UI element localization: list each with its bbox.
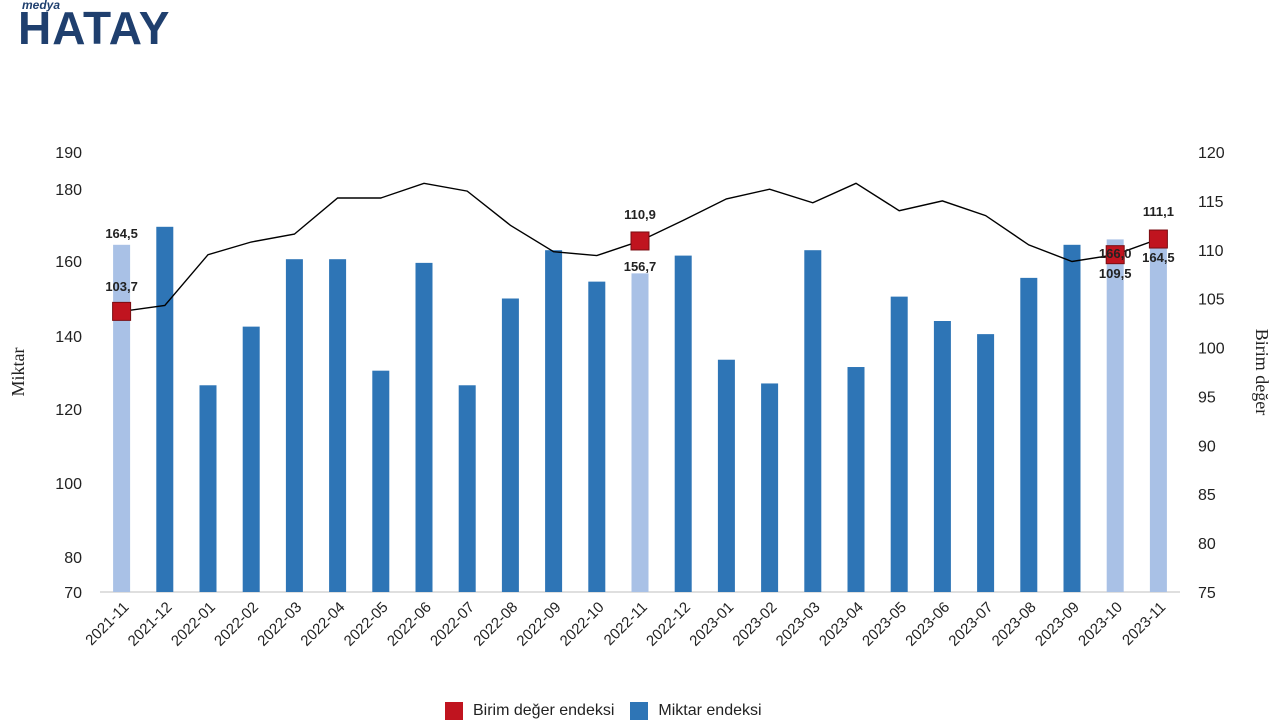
right-tick-label: 100: [1198, 341, 1225, 358]
bar-miktar-2022-02: [242, 326, 260, 592]
marker-birim-2023-10: [1105, 245, 1125, 265]
x-tick-label: 2022-10: [557, 599, 608, 650]
bar-miktar-2022-11: [631, 273, 649, 592]
data-label-line: 110,9: [624, 207, 656, 222]
right-tick-label: 85: [1198, 487, 1216, 504]
x-tick-label: 2023-09: [1032, 599, 1083, 650]
bar-miktar-2023-11: [1149, 244, 1167, 593]
data-label-bar: 166,0: [1099, 246, 1132, 261]
x-tick-label: 2021-11: [82, 599, 132, 649]
x-tick-label: 2023-03: [773, 599, 824, 650]
right-tick-label: 120: [1198, 145, 1225, 162]
x-tick-label: 2022-01: [168, 599, 219, 650]
data-label-line: 103,7: [105, 279, 138, 294]
bar-miktar-2022-06: [415, 262, 433, 592]
x-tick-label: 2022-06: [384, 599, 435, 650]
left-tick-label: 160: [55, 254, 82, 271]
right-tick-label: 105: [1198, 292, 1225, 309]
x-tick-label: 2022-12: [643, 599, 694, 650]
chart-legend: Birim değer endeksi Miktar endeksi: [445, 702, 778, 720]
x-tick-label: 2022-09: [513, 599, 564, 650]
bar-miktar-2022-08: [501, 298, 519, 592]
bar-miktar-2023-08: [1020, 277, 1038, 592]
right-tick-label: 95: [1198, 389, 1216, 406]
left-axis-title: Miktar: [8, 348, 28, 397]
x-tick-label: 2023-01: [686, 599, 737, 650]
bar-miktar-2022-07: [458, 385, 476, 592]
bar-miktar-2021-11: [113, 244, 131, 593]
data-label-line: 111,1: [1143, 204, 1174, 219]
x-tick-label: 2023-06: [902, 599, 953, 650]
x-tick-label: 2023-02: [729, 599, 780, 650]
bar-miktar-2023-09: [1063, 244, 1081, 593]
bar-miktar-2022-05: [372, 370, 390, 592]
left-tick-label: 120: [55, 402, 82, 419]
left-tick-label: 100: [55, 476, 82, 493]
bar-miktar-2022-10: [588, 281, 606, 592]
bar-miktar-2022-01: [199, 385, 217, 592]
x-tick-label: 2023-04: [816, 599, 867, 650]
x-tick-label: 2023-10: [1075, 599, 1126, 650]
marker-birim-2022-11: [630, 231, 650, 251]
legend-label-birim: Birim değer endeksi: [473, 702, 615, 719]
right-tick-label: 75: [1198, 585, 1216, 602]
x-tick-label: 2022-11: [601, 599, 651, 649]
x-tick-label: 2023-11: [1119, 599, 1169, 649]
bar-miktar-2023-03: [804, 250, 822, 592]
x-tick-label: 2023-07: [945, 599, 996, 650]
bar-miktar-2022-09: [545, 250, 563, 592]
x-tick-label: 2022-07: [427, 599, 478, 650]
left-tick-label: 180: [55, 182, 82, 199]
bar-miktar-2022-04: [329, 259, 347, 592]
x-tick-label: 2023-05: [859, 599, 910, 650]
x-tick-label: 2023-08: [989, 599, 1040, 650]
bar-miktar-2021-12: [156, 226, 174, 593]
legend-item-birim: Birim değer endeksi: [445, 702, 614, 720]
legend-swatch-birim: [445, 702, 463, 720]
right-tick-label: 110: [1198, 243, 1224, 260]
legend-swatch-miktar: [630, 702, 649, 720]
x-tick-label: 2022-02: [211, 599, 262, 650]
marker-birim-2023-11: [1148, 229, 1168, 249]
right-axis-title: Birim değer: [1252, 329, 1272, 415]
x-tick-label: 2022-08: [470, 599, 521, 650]
combo-chart: 190 180 160 140 120 100 80 70 120 115 110 105 100 95 9…: [8, 145, 1272, 650]
left-tick-label: 190: [55, 145, 82, 162]
x-tick-label: 2022-05: [341, 599, 392, 650]
bar-miktar-2023-06: [933, 321, 951, 592]
bar-miktar-2023-10: [1106, 239, 1124, 592]
left-tick-label: 70: [64, 585, 82, 602]
bar-miktar-2022-12: [674, 255, 692, 592]
legend-label-miktar: Miktar endeksi: [658, 702, 762, 719]
data-label-bar: 156,7: [624, 259, 657, 274]
data-label-bar: 164,5: [1142, 250, 1175, 265]
medya-hatay-logo: medya HATAY: [18, 0, 178, 56]
x-tick-label: 2022-04: [297, 599, 348, 650]
legend-item-miktar: Miktar endeksi: [630, 702, 762, 720]
bar-miktar-2023-01: [717, 359, 735, 592]
right-tick-label: 115: [1198, 194, 1224, 211]
x-tick-label: 2021-12: [125, 599, 176, 650]
logo-big-text: HATAY: [18, 2, 171, 54]
marker-birim-2021-11: [112, 301, 132, 321]
data-label-line: 109,5: [1099, 266, 1132, 281]
right-tick-label: 90: [1198, 438, 1216, 455]
bar-miktar-2023-05: [890, 296, 908, 592]
bar-miktar-2023-04: [847, 367, 865, 592]
right-tick-label: 80: [1198, 536, 1216, 553]
bar-miktar-2022-03: [285, 259, 303, 592]
bar-miktar-2023-07: [977, 334, 995, 592]
bar-miktar-2023-02: [761, 383, 779, 592]
x-tick-label: 2022-03: [254, 599, 305, 650]
left-tick-label: 80: [64, 550, 82, 567]
data-label-bar: 164,5: [105, 226, 138, 241]
logo-small-text: medya: [22, 0, 61, 12]
left-tick-label: 140: [55, 329, 82, 346]
